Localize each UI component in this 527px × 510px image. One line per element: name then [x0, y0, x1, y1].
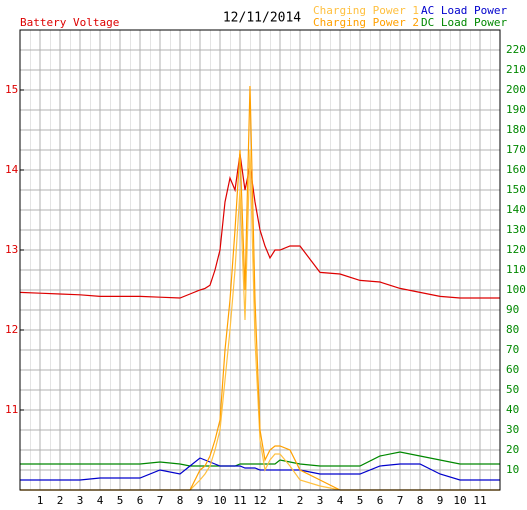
x-tick-label: 11	[473, 494, 486, 507]
y-tick-label: 15	[5, 83, 18, 96]
series-line	[20, 451, 500, 467]
x-tick-label: 8	[177, 494, 184, 507]
y2-tick-label: 140	[506, 203, 526, 216]
x-tick-label: 9	[437, 494, 444, 507]
x-tick-label: 5	[357, 494, 364, 507]
y2-tick-label: 170	[506, 143, 526, 156]
plot-frame	[19, 29, 501, 491]
x-tick-label: 8	[417, 494, 424, 507]
y2-tick-label: 150	[506, 183, 526, 196]
y2-tick-label: 200	[506, 83, 526, 96]
y2-tick-label: 80	[506, 323, 519, 336]
y2-tick-label: 40	[506, 403, 519, 416]
y2-tick-label: 30	[506, 423, 519, 436]
x-tick-label: 9	[197, 494, 204, 507]
x-tick-label: 12	[253, 494, 266, 507]
y2-tick-label: 190	[506, 103, 526, 116]
y2-tick-label: 70	[506, 343, 519, 356]
y2-tick-label: 50	[506, 383, 519, 396]
legend-entry: Battery Voltage	[20, 16, 119, 29]
y2-tick-label: 210	[506, 63, 526, 76]
legend-entry: DC Load Power	[421, 16, 507, 29]
x-tick-label: 5	[117, 494, 124, 507]
x-tick-label: 6	[137, 494, 144, 507]
legend-entry: AC Load Power	[421, 4, 507, 17]
x-tick-label: 7	[157, 494, 164, 507]
y2-tick-label: 100	[506, 283, 526, 296]
y2-tick-label: 130	[506, 223, 526, 236]
y2-tick-label: 220	[506, 43, 526, 56]
y-tick-label: 14	[5, 163, 19, 176]
y2-tick-label: 180	[506, 123, 526, 136]
y2-tick-label: 110	[506, 263, 526, 276]
x-tick-label: 2	[297, 494, 304, 507]
x-tick-label: 10	[453, 494, 466, 507]
x-tick-label: 4	[97, 494, 104, 507]
y2-tick-label: 160	[506, 163, 526, 176]
y-tick-label: 12	[5, 323, 18, 336]
x-tick-label: 1	[37, 494, 44, 507]
x-tick-label: 4	[337, 494, 344, 507]
x-tick-label: 2	[57, 494, 64, 507]
y-tick-label: 13	[5, 243, 18, 256]
y2-tick-label: 120	[506, 243, 526, 256]
x-tick-label: 6	[377, 494, 384, 507]
y-tick-label: 11	[5, 403, 18, 416]
y2-tick-label: 90	[506, 303, 519, 316]
series-line	[20, 457, 500, 481]
y2-tick-label: 10	[506, 463, 519, 476]
series-line	[19, 153, 500, 299]
y2-tick-label: 20	[506, 443, 519, 456]
legend-entry: Charging Power 1	[313, 4, 419, 17]
x-tick-label: 3	[77, 494, 84, 507]
y2-tick-label: 60	[506, 363, 519, 376]
x-tick-label: 1	[277, 494, 284, 507]
x-tick-label: 7	[397, 494, 404, 507]
legend-entry: Charging Power 2	[313, 16, 419, 29]
x-tick-label: 11	[233, 494, 246, 507]
grid	[20, 30, 500, 490]
x-tick-label: 3	[317, 494, 324, 507]
x-tick-label: 10	[213, 494, 226, 507]
chart-title: 12/11/2014	[223, 11, 301, 26]
